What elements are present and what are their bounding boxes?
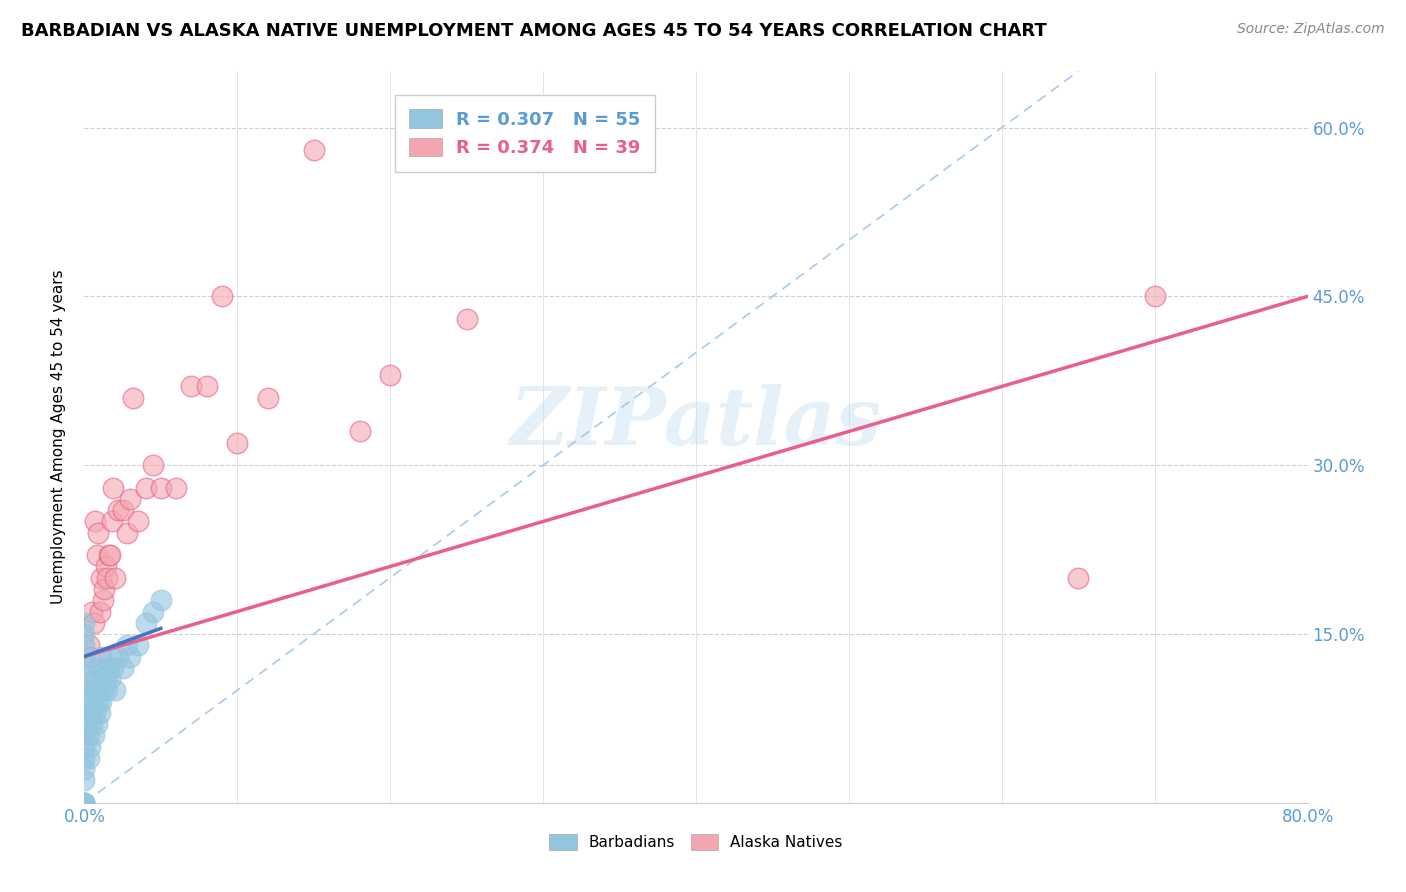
Point — [73, 773, 96, 788]
Point — [111, 661, 134, 675]
Point — [93, 582, 115, 596]
Point — [226, 435, 249, 450]
Point — [104, 571, 127, 585]
Point — [77, 728, 100, 742]
Point — [107, 649, 129, 664]
Point — [349, 425, 371, 439]
Point — [104, 683, 127, 698]
Point — [83, 615, 105, 630]
Point — [97, 661, 120, 675]
Point — [73, 638, 96, 652]
Point — [127, 638, 149, 652]
Point — [115, 525, 138, 540]
Point — [73, 717, 96, 731]
Point — [120, 491, 142, 506]
Point — [73, 762, 96, 776]
Text: Source: ZipAtlas.com: Source: ZipAtlas.com — [1237, 22, 1385, 37]
Point — [73, 728, 96, 742]
Point — [90, 694, 112, 708]
Point — [73, 694, 96, 708]
Point — [142, 605, 165, 619]
Point — [135, 615, 157, 630]
Point — [79, 706, 101, 720]
Point — [135, 481, 157, 495]
Point — [73, 661, 96, 675]
Point — [142, 458, 165, 473]
Point — [165, 481, 187, 495]
Point — [1143, 289, 1166, 303]
Point — [456, 312, 478, 326]
Point — [257, 391, 280, 405]
Point — [111, 503, 134, 517]
Point — [1067, 571, 1090, 585]
Point — [73, 796, 96, 810]
Point — [79, 739, 101, 754]
Point — [103, 661, 125, 675]
Point — [107, 503, 129, 517]
Point — [89, 605, 111, 619]
Point — [87, 661, 110, 675]
Point — [127, 515, 149, 529]
Text: ZIPatlas: ZIPatlas — [510, 384, 882, 461]
Point — [380, 368, 402, 383]
Point — [89, 672, 111, 686]
Point — [103, 481, 125, 495]
Point — [101, 649, 124, 664]
Point — [73, 796, 96, 810]
Point — [87, 694, 110, 708]
Point — [93, 661, 115, 675]
Point — [80, 694, 103, 708]
Point — [195, 379, 218, 393]
Point — [115, 638, 138, 652]
Point — [94, 559, 117, 574]
Point — [98, 548, 121, 562]
Point — [73, 796, 96, 810]
Point — [73, 751, 96, 765]
Point — [302, 143, 325, 157]
Point — [149, 481, 172, 495]
Legend: Barbadians, Alaska Natives: Barbadians, Alaska Natives — [550, 834, 842, 850]
Point — [84, 706, 107, 720]
Point — [91, 683, 114, 698]
Point — [84, 672, 107, 686]
Point — [98, 672, 121, 686]
Point — [83, 683, 105, 698]
Point — [73, 672, 96, 686]
Point — [73, 649, 96, 664]
Point — [73, 796, 96, 810]
Point — [83, 728, 105, 742]
Point — [73, 706, 96, 720]
Point — [73, 796, 96, 810]
Point — [86, 717, 108, 731]
Point — [73, 615, 96, 630]
Point — [73, 683, 96, 698]
Point — [180, 379, 202, 393]
Point — [149, 593, 172, 607]
Point — [96, 683, 118, 698]
Text: BARBADIAN VS ALASKA NATIVE UNEMPLOYMENT AMONG AGES 45 TO 54 YEARS CORRELATION CH: BARBADIAN VS ALASKA NATIVE UNEMPLOYMENT … — [21, 22, 1047, 40]
Point — [90, 649, 112, 664]
Point — [77, 751, 100, 765]
Point — [87, 525, 110, 540]
Point — [211, 289, 233, 303]
Point — [77, 638, 100, 652]
Point — [91, 593, 114, 607]
Point — [84, 515, 107, 529]
Point — [90, 571, 112, 585]
Point — [89, 706, 111, 720]
Point — [97, 548, 120, 562]
Point — [122, 391, 145, 405]
Y-axis label: Unemployment Among Ages 45 to 54 years: Unemployment Among Ages 45 to 54 years — [51, 269, 66, 605]
Point — [73, 739, 96, 754]
Point — [96, 571, 118, 585]
Point — [79, 649, 101, 664]
Point — [120, 649, 142, 664]
Point — [73, 627, 96, 641]
Point — [80, 605, 103, 619]
Point — [86, 548, 108, 562]
Point — [101, 515, 124, 529]
Point — [86, 683, 108, 698]
Point — [80, 717, 103, 731]
Point — [94, 672, 117, 686]
